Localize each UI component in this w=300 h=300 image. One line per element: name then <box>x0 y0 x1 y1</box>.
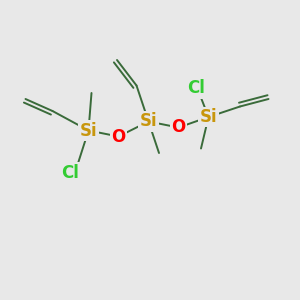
Text: Si: Si <box>80 122 97 140</box>
Text: O: O <box>111 128 126 146</box>
Text: Si: Si <box>140 112 157 130</box>
Text: O: O <box>171 118 186 136</box>
Text: Si: Si <box>200 108 217 126</box>
Text: Cl: Cl <box>188 80 206 98</box>
Text: Cl: Cl <box>61 164 80 181</box>
